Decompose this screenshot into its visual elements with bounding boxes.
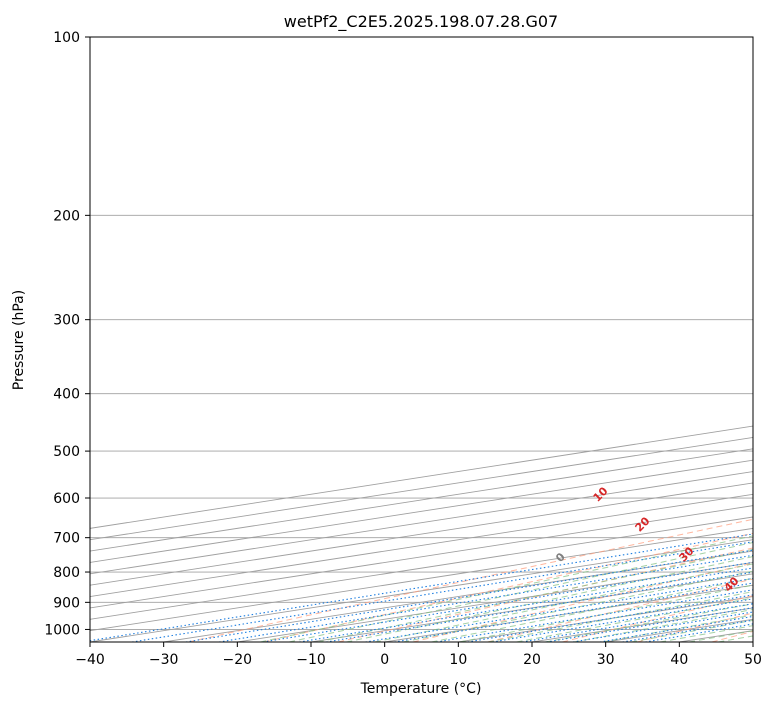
x-tick-label: 50: [744, 652, 762, 668]
isotherm: [752, 641, 753, 642]
mixing-ratio-line: [436, 589, 753, 642]
isotherm: [90, 527, 753, 632]
y-tick-label: 1000: [44, 622, 80, 638]
moist-adiabat: [431, 577, 753, 642]
dry-adiabat: [636, 612, 753, 642]
isotherm: [90, 436, 753, 541]
isotherm: [90, 505, 753, 609]
dewpoint-profile: [756, 37, 775, 606]
theta-label: 10: [591, 484, 611, 504]
moist-adiabat: [573, 608, 753, 642]
x-tick-label: 20: [523, 652, 541, 668]
y-tick-label: 800: [53, 565, 80, 581]
dry-adiabat: [412, 562, 753, 642]
chart-title: wetPf2_C2E5.2025.198.07.28.G07: [284, 12, 558, 32]
mixing-ratio-line: [90, 533, 753, 642]
x-tick-label: −30: [149, 652, 179, 668]
isotherm: [237, 561, 753, 642]
x-axis-label: Temperature (°C): [360, 681, 482, 697]
dry-adiabat: [487, 578, 753, 642]
y-tick-label: 600: [53, 491, 80, 507]
isotherm: [90, 516, 753, 620]
moist-adiabat: [288, 541, 753, 642]
profile-layer: [756, 37, 775, 606]
moist-adiabat: [346, 556, 753, 642]
mixing-ratio-line: [365, 577, 753, 642]
dry-adiabat: [263, 532, 753, 642]
y-tick-label: 900: [53, 595, 80, 611]
y-axis-label: Pressure (hPa): [11, 290, 27, 390]
x-tick-label: −10: [296, 652, 326, 668]
isotherm: [90, 493, 753, 598]
y-tick-label: 100: [53, 30, 80, 46]
isotherm: [90, 459, 753, 563]
theta-label: 20: [633, 514, 653, 534]
mixing-ratio-line: [394, 582, 753, 642]
isotherm: [458, 596, 753, 642]
moist-adiabat: [516, 597, 753, 642]
isotherm: [310, 573, 753, 642]
isotherm: [90, 448, 753, 552]
y-tick-label: 400: [53, 387, 80, 403]
x-tick-label: −20: [223, 652, 253, 668]
isotherm: [90, 425, 753, 529]
axis-ticks-layer: −40 −30 −20 −10 0 10 20 30 40 50 100 200 300 400 500 60…: [44, 30, 762, 668]
mixing-ratio-line: [467, 594, 753, 642]
x-tick-label: 30: [597, 652, 615, 668]
x-tick-label: 10: [449, 652, 467, 668]
y-tick-label: 500: [53, 444, 80, 460]
isotherm: [90, 482, 753, 586]
y-tick-label: 700: [53, 531, 80, 547]
x-tick-label: −40: [75, 652, 105, 668]
mixing-ratio-line: [185, 549, 753, 642]
theta-label: 40: [722, 574, 742, 594]
moist-adiabat: [403, 570, 753, 642]
moist-adiabat: [317, 548, 753, 642]
isotherm: [90, 471, 753, 575]
x-tick-label: 0: [380, 652, 389, 668]
mixing-ratio-line: [131, 541, 753, 642]
x-tick-label: 40: [670, 652, 688, 668]
moist-adiabat: [374, 563, 753, 642]
y-tick-label: 200: [53, 208, 80, 224]
plot-frame: [89, 36, 754, 643]
mixing-ratio-line: [572, 611, 753, 642]
isotherm: [90, 539, 753, 642]
reference-lines-layer: [90, 37, 753, 642]
mixing-ratio-line: [546, 607, 753, 642]
moist-adiabat: [487, 591, 753, 642]
moist-adiabat: [260, 535, 753, 642]
y-tick-label: 300: [53, 313, 80, 329]
isotherm: [384, 584, 753, 642]
dry-adiabat: [188, 518, 753, 642]
